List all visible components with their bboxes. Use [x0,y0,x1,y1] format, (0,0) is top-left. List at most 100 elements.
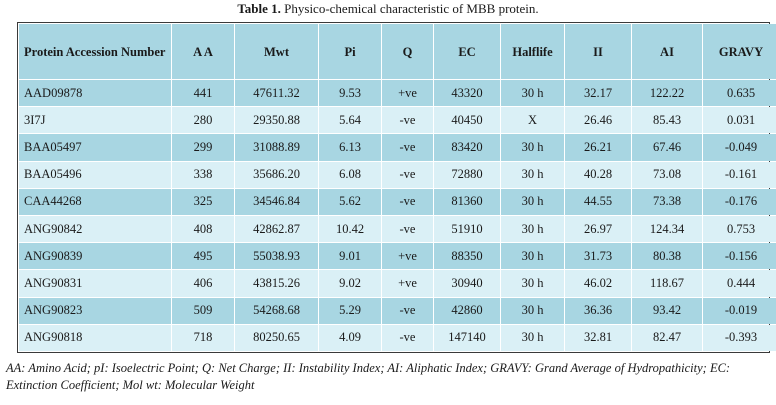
table-cell: 73.08 [632,161,702,188]
table-cell: 30 h [501,161,564,188]
data-table-container: Protein Accession Number A A Mwt Pi Q EC… [17,22,776,353]
table-cell: 9.53 [319,80,381,107]
column-header: AI [632,24,702,79]
table-cell: 32.17 [565,80,631,107]
accession-cell: BAA05496 [19,161,171,188]
table-cell: 0.031 [703,107,776,134]
table-cell: 9.02 [319,270,381,297]
table-cell: 34546.84 [235,188,318,215]
table-row: AAD09878 441 47611.32 9.53 +ve 43320 30 h 32.17… [19,80,776,107]
table-cell: 325 [172,188,234,215]
table-cell: 32.81 [565,324,631,351]
table-cell: 0.635 [703,80,776,107]
table-cell: -ve [382,324,433,351]
table-cell: +ve [382,80,433,107]
table-cell: 509 [172,297,234,324]
table-row: BAA05496 338 35686.20 6.08 -ve 72880 30 h 40.28… [19,161,776,188]
table-cell: 40450 [434,107,500,134]
table-cell: -0.049 [703,134,776,161]
table-cell: 81360 [434,188,500,215]
table-cell: 6.08 [319,161,381,188]
table-cell: 85.43 [632,107,702,134]
column-header: Protein Accession Number [19,24,171,79]
table-cell: 30 h [501,297,564,324]
table-cell: 30 h [501,243,564,270]
table-cell: -0.393 [703,324,776,351]
table-cell: 93.42 [632,297,702,324]
table-header-row: Protein Accession Number A A Mwt Pi Q EC… [19,24,776,79]
accession-cell: 3I7J [19,107,171,134]
table-cell: 406 [172,270,234,297]
table-cell: 30940 [434,270,500,297]
table-caption-text: Physico-chemical characteristic of MBB p… [280,1,539,16]
column-header: EC [434,24,500,79]
table-cell: 82.47 [632,324,702,351]
table-cell: 30 h [501,270,564,297]
column-header: Q [382,24,433,79]
table-cell: 44.55 [565,188,631,215]
table-cell: 47611.32 [235,80,318,107]
table-cell: -ve [382,161,433,188]
table-row: ANG90831 406 43815.26 9.02 +ve 30940 30 h 46.02… [19,270,776,297]
table-footnote: AA: Amino Acid; pI: Isoelectric Point; Q… [6,361,731,392]
accession-cell: ANG90831 [19,270,171,297]
table-cell: 118.67 [632,270,702,297]
table-cell: 54268.68 [235,297,318,324]
table-row: CAA44268 325 34546.84 5.62 -ve 81360 30 h 44.55… [19,188,776,215]
table-cell: 31088.89 [235,134,318,161]
table-cell: -ve [382,188,433,215]
table-cell: 51910 [434,215,500,243]
table-cell: 26.46 [565,107,631,134]
table-row: ANG90823 509 54268.68 5.29 -ve 42860 30 h 36.36… [19,297,776,324]
table-cell: -0.156 [703,243,776,270]
table-cell: 88350 [434,243,500,270]
table-cell: +ve [382,243,433,270]
table-body: AAD09878 441 47611.32 9.53 +ve 43320 30 h 32.17… [19,80,776,351]
table-cell: 36.36 [565,297,631,324]
table-row: ANG90842 408 42862.87 10.42 -ve 51910 30 h 26.9… [19,215,776,243]
table-row: ANG90818 718 80250.65 4.09 -ve 147140 30 h 32.8… [19,324,776,351]
table-cell: -0.019 [703,297,776,324]
table-cell: 441 [172,80,234,107]
column-header: Mwt [235,24,318,79]
table-cell: 55038.93 [235,243,318,270]
table-cell: 299 [172,134,234,161]
table-row: BAA05497 299 31088.89 6.13 -ve 83420 30 h 26.21… [19,134,776,161]
table-cell: 5.29 [319,297,381,324]
table-cell: 30 h [501,324,564,351]
table-cell: 31.73 [565,243,631,270]
table-caption-label: Table 1. [237,1,281,16]
table-cell: 43320 [434,80,500,107]
accession-cell: AAD09878 [19,80,171,107]
table-row: ANG90839 495 55038.93 9.01 +ve 88350 30 h 31.73… [19,243,776,270]
table-cell: 46.02 [565,270,631,297]
accession-cell: ANG90839 [19,243,171,270]
table-cell: X [501,107,564,134]
table-cell: 280 [172,107,234,134]
accession-cell: ANG90823 [19,297,171,324]
table-cell: 42860 [434,297,500,324]
table-cell: 495 [172,243,234,270]
column-header: GRAVY [703,24,776,79]
table-cell: 5.64 [319,107,381,134]
table-row: 3I7J 280 29350.88 5.64 -ve 40450 X 26.46 85.43 0.… [19,107,776,134]
column-header: Halflife [501,24,564,79]
table-cell: 408 [172,215,234,243]
table-cell: 35686.20 [235,161,318,188]
table-cell: 122.22 [632,80,702,107]
table-cell: -0.176 [703,188,776,215]
column-header: A A [172,24,234,79]
table-cell: 40.28 [565,161,631,188]
table-cell: 10.42 [319,215,381,243]
table-cell: -ve [382,107,433,134]
table-cell: 26.21 [565,134,631,161]
table-cell: 4.09 [319,324,381,351]
accession-cell: ANG90842 [19,215,171,243]
table-cell: -ve [382,134,433,161]
table-cell: 80.38 [632,243,702,270]
table-cell: 30 h [501,80,564,107]
column-header: II [565,24,631,79]
table-cell: 6.13 [319,134,381,161]
table-cell: 30 h [501,215,564,243]
table-cell: 29350.88 [235,107,318,134]
